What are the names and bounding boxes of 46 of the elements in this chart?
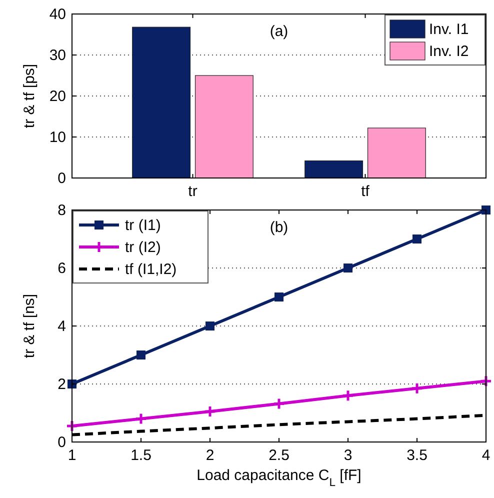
point (342, 389, 354, 402)
y-tick-label: 0 (58, 434, 66, 451)
point (482, 206, 490, 214)
y-tick-label: 20 (49, 88, 66, 105)
legend-label: tr (I2) (125, 239, 161, 256)
y-tick-label: 8 (58, 202, 66, 219)
x-tick-label: 2 (206, 447, 214, 464)
point (134, 412, 148, 426)
x-axis-title: Load capacitance C$_{L}$ [fF] (196, 467, 362, 489)
point (204, 405, 216, 418)
point (480, 374, 492, 388)
point (206, 322, 214, 330)
bar (194, 75, 254, 178)
x-tick-label: 3 (344, 447, 352, 464)
x-tick-label: 1 (68, 447, 76, 464)
y-tick-label: 10 (49, 129, 66, 146)
y-tick-label: 40 (49, 6, 66, 23)
bar (304, 160, 364, 178)
legend-label: tr (I1) (125, 217, 161, 234)
point (136, 350, 146, 360)
y-axis-title: tr & tf [ps] (21, 64, 38, 128)
point (410, 382, 424, 395)
point (412, 234, 422, 244)
x-tick-label: tr (188, 183, 198, 200)
x-tick-label: 3.5 (406, 447, 428, 464)
y-tick-label: 2 (58, 376, 66, 393)
x-tick-label: 2.5 (268, 447, 290, 464)
y-tick-label: 6 (58, 260, 66, 277)
point (272, 397, 286, 410)
x-tick-label: 4 (482, 447, 490, 464)
x-tick-label: tf (361, 183, 370, 200)
annotation: (b) (270, 219, 288, 236)
x-tick-label: 1.5 (130, 447, 152, 464)
legend-label: tf (I1,I2) (125, 261, 177, 278)
legend-label: Inv. I2 (429, 43, 469, 60)
annotation: (a) (270, 23, 288, 40)
y-tick-label: 0 (58, 170, 66, 187)
bar (367, 128, 426, 178)
legend-label: Inv. I1 (429, 21, 469, 38)
point (274, 292, 284, 302)
point (66, 420, 78, 432)
y-tick-label: 4 (58, 318, 66, 335)
bar (132, 26, 191, 178)
point (344, 264, 352, 272)
y-axis-title: tr & tf [ns] (21, 294, 38, 358)
y-tick-label: 30 (49, 47, 66, 64)
